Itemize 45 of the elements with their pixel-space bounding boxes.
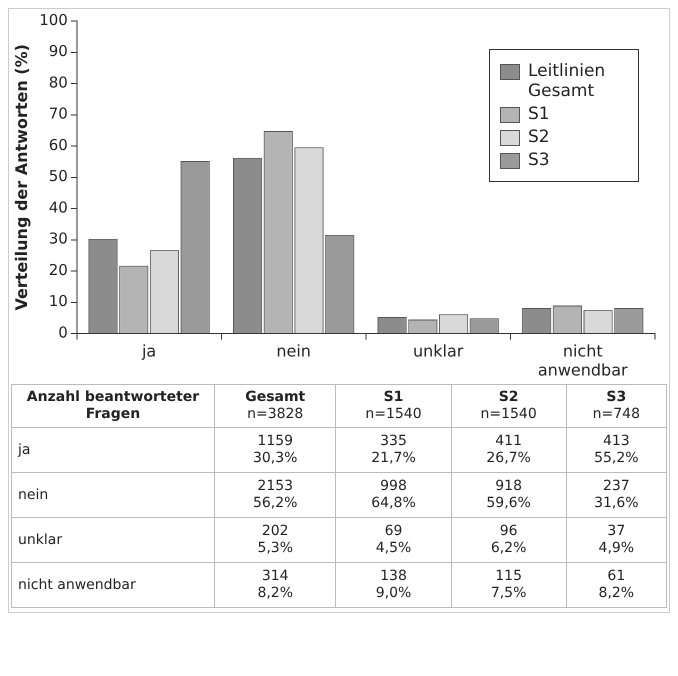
y-tick-label: 40 <box>48 198 68 216</box>
text: S2 n=1540 <box>480 389 538 423</box>
category-label: nicht anwendbar <box>18 576 136 592</box>
text: 335 21,7% <box>370 433 417 467</box>
text: Gesamt n=3828 <box>244 389 306 423</box>
text: 998 64,8% <box>370 478 417 512</box>
text: 413 55,2% <box>593 433 640 467</box>
y-tick-label: 50 <box>48 167 68 186</box>
text: S1 n=1540 <box>364 389 423 423</box>
y-tick-label: 10 <box>48 292 68 310</box>
y-tick-label: 90 <box>48 42 68 60</box>
text: S3 n=748 <box>592 389 641 423</box>
y-tick-label: 80 <box>48 73 68 92</box>
category-label: unklar <box>18 532 62 548</box>
text: 96 6,2% <box>490 523 528 557</box>
y-tick-label: 60 <box>48 136 68 154</box>
text: 411 26,7% <box>485 433 532 467</box>
legend-label: S2 <box>528 127 550 147</box>
text: 69 4,5% <box>374 523 412 557</box>
x-tick-label: nein <box>276 341 311 360</box>
y-tick-label: 70 <box>48 104 68 123</box>
y-tick-label: 100 <box>39 10 68 29</box>
text: Anzahl beantworteter Fragen <box>26 389 200 423</box>
x-tick-label: nicht anwendbar <box>538 341 628 380</box>
text: 202 5,3% <box>256 523 294 557</box>
x-tick-label: ja <box>140 341 156 360</box>
text: 2153 56,2% <box>252 478 298 512</box>
legend-label: Leitlinien Gesamt <box>528 61 606 101</box>
x-tick-label: unklar <box>413 341 464 360</box>
text: 138 9,0% <box>374 568 412 602</box>
text: 314 8,2% <box>256 568 294 602</box>
text: 1159 30,3% <box>252 433 298 467</box>
text: 61 8,2% <box>598 568 636 602</box>
legend-label: S3 <box>528 150 550 170</box>
text: 237 31,6% <box>593 478 640 512</box>
y-axis-title: Verteilung der Antworten (%) <box>12 44 31 311</box>
y-tick-label: 30 <box>48 230 68 248</box>
text: 918 59,6% <box>485 478 532 512</box>
category-label: ja <box>18 442 30 458</box>
text: 37 4,9% <box>598 523 636 557</box>
text: 115 7,5% <box>490 568 528 602</box>
legend-label: S1 <box>528 104 550 124</box>
y-tick-label: 20 <box>48 260 68 279</box>
y-tick-label: 0 <box>58 323 68 342</box>
category-label: nein <box>18 486 48 502</box>
